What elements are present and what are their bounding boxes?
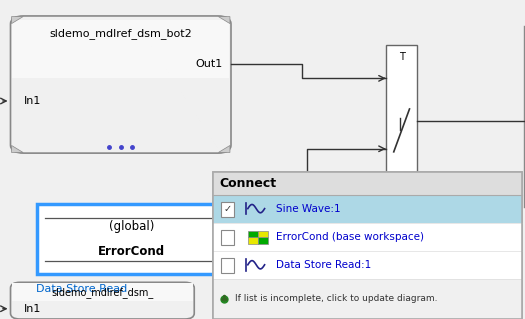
Bar bbox=[12, 20, 229, 78]
Text: Out1: Out1 bbox=[196, 59, 223, 69]
Bar bbox=[213, 172, 522, 319]
Text: ♣: ♣ bbox=[220, 294, 228, 304]
Bar bbox=[220, 258, 234, 273]
Bar bbox=[220, 202, 234, 217]
Bar bbox=[213, 195, 522, 223]
Bar bbox=[248, 231, 258, 237]
Text: Data Store Read: Data Store Read bbox=[36, 284, 127, 294]
Text: ErrorCond: ErrorCond bbox=[98, 245, 165, 258]
Bar bbox=[37, 204, 226, 274]
Text: ErrorCond (base workspace): ErrorCond (base workspace) bbox=[276, 232, 424, 242]
FancyBboxPatch shape bbox=[10, 282, 194, 319]
Bar bbox=[213, 172, 522, 319]
Text: Sine Wave:1: Sine Wave:1 bbox=[276, 204, 340, 214]
FancyBboxPatch shape bbox=[10, 16, 231, 153]
Bar bbox=[213, 172, 522, 195]
Bar bbox=[12, 283, 193, 300]
Text: sldemo_mdlref_dsm_: sldemo_mdlref_dsm_ bbox=[51, 287, 153, 298]
Bar bbox=[248, 237, 258, 244]
Bar bbox=[213, 279, 522, 319]
Polygon shape bbox=[218, 145, 230, 152]
Text: In1: In1 bbox=[24, 304, 41, 314]
Text: Connect: Connect bbox=[219, 177, 276, 190]
Bar bbox=[258, 231, 268, 237]
Bar bbox=[258, 237, 268, 244]
Text: T: T bbox=[398, 52, 405, 63]
Bar bbox=[220, 230, 234, 245]
Text: sldemo_mdlref_dsm_bot2: sldemo_mdlref_dsm_bot2 bbox=[49, 28, 192, 39]
Polygon shape bbox=[12, 17, 23, 24]
Polygon shape bbox=[12, 145, 23, 152]
Text: Data Store Read:1: Data Store Read:1 bbox=[276, 260, 371, 270]
Polygon shape bbox=[218, 17, 230, 24]
Bar bbox=[213, 195, 522, 279]
Bar bbox=[386, 45, 417, 198]
Text: (global): (global) bbox=[109, 220, 154, 233]
Text: If list is incomplete, click to update diagram.: If list is incomplete, click to update d… bbox=[235, 294, 437, 303]
Text: In1: In1 bbox=[24, 96, 41, 106]
Text: ✓: ✓ bbox=[223, 204, 232, 214]
